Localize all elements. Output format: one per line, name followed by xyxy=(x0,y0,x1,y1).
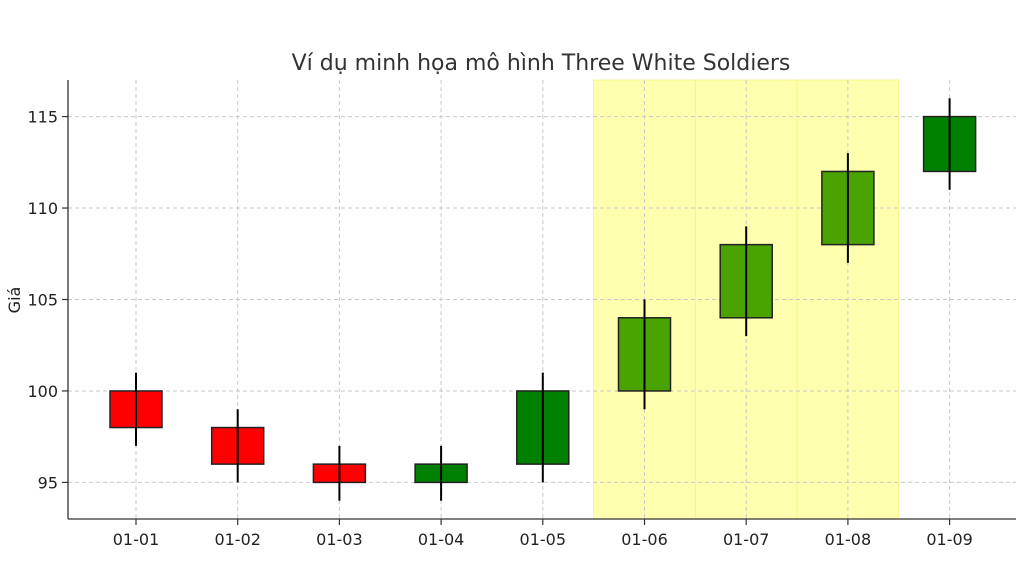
candle-01-01 xyxy=(109,372,163,446)
x-tick-label: 01-08 xyxy=(825,530,872,549)
x-tick-label: 01-05 xyxy=(520,530,567,549)
candle-01-03 xyxy=(312,445,367,501)
x-tick-label: 01-03 xyxy=(316,530,363,549)
candle-01-08 xyxy=(821,153,875,263)
chart-title: Ví dụ minh họa mô hình Three White Soldi… xyxy=(292,51,791,76)
candles-layer xyxy=(109,98,977,501)
y-tick-label: 95 xyxy=(38,473,58,492)
candle-01-02 xyxy=(210,409,265,483)
y-axis-label: Giá xyxy=(5,287,24,314)
candle-01-05 xyxy=(516,372,570,483)
y-tick-label: 110 xyxy=(27,199,58,218)
y-tick-label: 115 xyxy=(27,108,58,127)
x-tick-label: 01-02 xyxy=(214,530,261,549)
candle-01-06 xyxy=(617,299,672,410)
candle-01-09 xyxy=(922,98,977,190)
x-tick-label: 01-04 xyxy=(418,530,465,549)
axes-layer: 95 100 105 110 115 01-01 01-02 01-03 01-04 01-05 0… xyxy=(27,80,1016,549)
x-tick-label: 01-01 xyxy=(113,530,160,549)
y-tick-label: 105 xyxy=(27,291,58,310)
x-tick-label: 01-06 xyxy=(621,530,668,549)
candle-01-04 xyxy=(414,445,468,501)
candle-01-07 xyxy=(719,226,773,337)
x-tick-label: 01-07 xyxy=(723,530,770,549)
x-tick-label: 01-09 xyxy=(926,530,973,549)
y-tick-label: 100 xyxy=(27,382,58,401)
